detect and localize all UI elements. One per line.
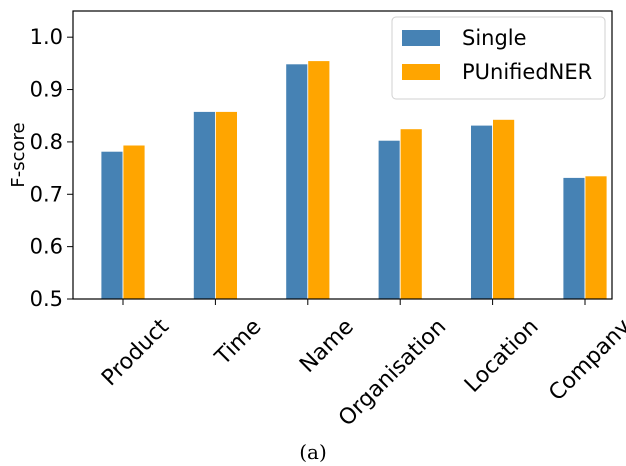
x-tick-label-name: Name bbox=[295, 314, 359, 378]
bars-group bbox=[100, 60, 608, 300]
y-axis-title: F-score bbox=[8, 122, 29, 187]
x-tick-label-time: Time bbox=[210, 314, 266, 370]
y-tick-label-0.5: 0.5 bbox=[30, 287, 63, 311]
legend-box bbox=[391, 16, 606, 100]
legend-swatch-punifiedner bbox=[402, 64, 440, 80]
y-tick-label-0.9: 0.9 bbox=[30, 78, 63, 102]
bar-punifiedner-name bbox=[307, 60, 331, 300]
x-tick-label-location: Location bbox=[460, 314, 543, 397]
bar-single-name bbox=[285, 63, 309, 300]
legend-label-punifiedner: PUnifiedNER bbox=[462, 60, 592, 84]
bar-punifiedner-company bbox=[584, 175, 608, 300]
legend-swatch-single bbox=[402, 30, 440, 46]
legend: Single PUnifiedNER bbox=[391, 16, 606, 100]
bar-single-organisation bbox=[377, 139, 401, 300]
bar-single-product bbox=[100, 150, 124, 300]
bar-single-company bbox=[562, 177, 586, 300]
y-tick-label-1.0: 1.0 bbox=[30, 25, 63, 49]
y-axis: 0.5 0.6 0.7 0.8 0.9 1.0 bbox=[30, 25, 73, 311]
bar-single-time bbox=[192, 111, 216, 300]
x-tick-label-product: Product bbox=[97, 314, 174, 391]
figure-caption: (a) bbox=[299, 440, 327, 464]
bar-punifiedner-time bbox=[214, 111, 238, 300]
plot-frame bbox=[72, 10, 613, 300]
legend-label-single: Single bbox=[462, 26, 527, 50]
x-tick-label-company: Company bbox=[544, 314, 626, 406]
bar-punifiedner-product bbox=[122, 144, 146, 300]
y-tick-label-0.6: 0.6 bbox=[30, 235, 63, 259]
bar-punifiedner-location bbox=[492, 119, 516, 300]
y-tick-label-0.7: 0.7 bbox=[30, 182, 63, 206]
bar-punifiedner-organisation bbox=[399, 128, 423, 300]
y-tick-label-0.8: 0.8 bbox=[30, 130, 63, 154]
bar-single-location bbox=[470, 124, 494, 300]
